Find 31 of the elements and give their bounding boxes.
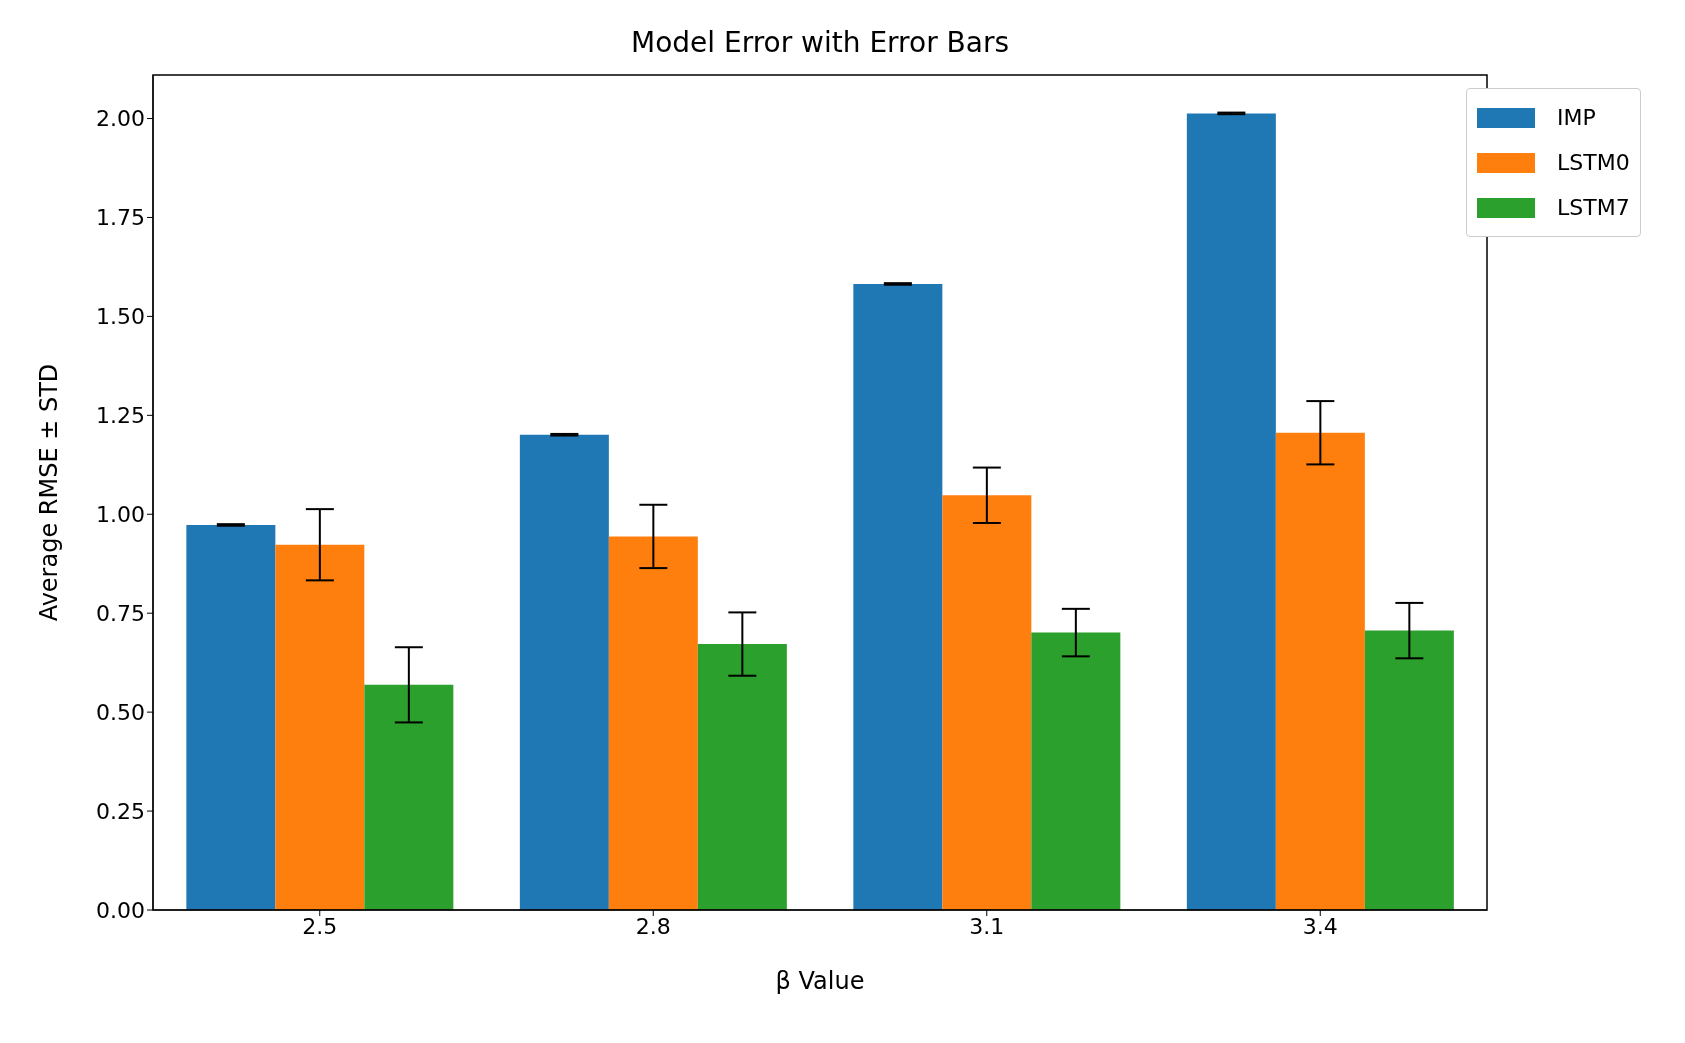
bar	[608, 536, 698, 910]
chart-title: Model Error with Error Bars	[629, 26, 1010, 59]
y-tick-label: 0.50	[96, 699, 145, 725]
y-tick-label: 1.75	[96, 205, 145, 231]
bar	[697, 644, 787, 910]
bar	[1275, 432, 1365, 910]
bar	[1364, 630, 1454, 910]
bar	[1186, 113, 1276, 910]
x-tick-label: 3.4	[1302, 913, 1338, 939]
bar	[1031, 632, 1121, 910]
y-tick-label: 1.50	[96, 304, 145, 330]
y-tick-label: 0.25	[96, 798, 145, 824]
x-tick-label: 2.8	[635, 913, 671, 939]
legend-label: IMP	[1557, 105, 1596, 130]
x-axis-title: β Value	[775, 967, 865, 996]
y-axis-title: Average RMSE ± STD	[34, 363, 63, 622]
y-tick-label: 0.75	[96, 601, 145, 627]
bar	[186, 524, 276, 910]
x-tick-label: 2.5	[302, 913, 338, 939]
y-tick-label: 0.00	[96, 897, 145, 923]
y-tick-label: 1.25	[96, 403, 145, 429]
legend-label: LSTM7	[1557, 195, 1630, 220]
bar	[364, 684, 454, 910]
bar	[942, 495, 1032, 910]
bar	[275, 544, 365, 910]
bar	[853, 283, 943, 910]
x-tick-label: 3.1	[969, 913, 1005, 939]
y-tick-label: 1.00	[96, 502, 145, 528]
bar	[519, 434, 609, 910]
legend-label: LSTM0	[1557, 150, 1630, 175]
y-tick-label: 2.00	[96, 106, 145, 132]
